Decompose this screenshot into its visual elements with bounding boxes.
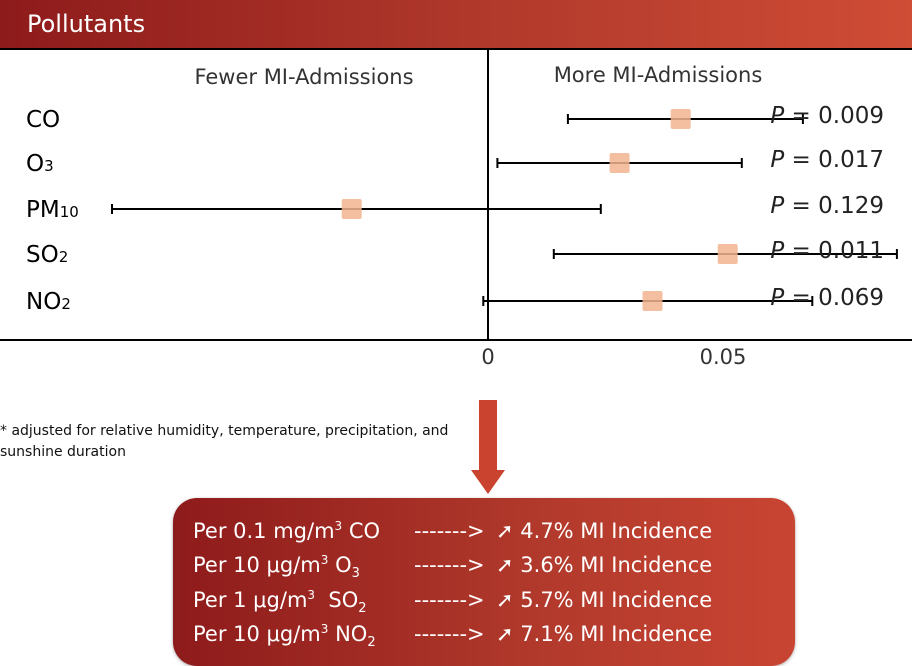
estimate-marker	[341, 199, 362, 219]
summary-row: Per 10 μg/m3 NO2 -------> ➚ 7.1% MI Incide…	[193, 617, 712, 651]
summary-separator: ------->	[414, 588, 485, 612]
estimate-marker	[670, 109, 691, 129]
summary-result: ➚ 7.1% MI Incidence	[496, 622, 713, 646]
row-label: CO	[26, 107, 60, 133]
bottom-divider	[0, 339, 912, 341]
row-label: O3	[26, 151, 54, 177]
summary-separator: ------->	[414, 519, 485, 543]
x-tick-label: 0	[481, 345, 494, 369]
summary-row: Per 10 μg/m3 O3 -------> ➚ 3.6% MI Inciden…	[193, 548, 712, 582]
summary-result: ➚ 4.7% MI Incidence	[496, 519, 713, 543]
summary-box: Per 0.1 mg/m3 CO -------> ➚ 4.7% MI Incide…	[173, 498, 795, 666]
p-value: P = 0.009	[770, 103, 884, 129]
summary-separator: ------->	[414, 622, 485, 646]
estimate-marker	[717, 244, 738, 264]
p-value: P = 0.129	[770, 193, 884, 219]
estimate-marker	[609, 153, 630, 173]
left-direction-label: Fewer MI-Admissions	[194, 65, 413, 89]
title-banner: Pollutants	[0, 0, 912, 48]
row-label: SO2	[26, 242, 68, 268]
summary-unit: Per 1 μg/m3 SO2	[193, 588, 367, 617]
summary-result: ➚ 5.7% MI Incidence	[496, 588, 713, 612]
p-value: P = 0.017	[770, 147, 884, 173]
summary-row: Per 1 μg/m3 SO2 -------> ➚ 5.7% MI Inciden…	[193, 583, 712, 617]
summary-unit: Per 10 μg/m3 O3	[193, 553, 360, 582]
summary-result: ➚ 3.6% MI Incidence	[496, 553, 713, 577]
forest-plot: Fewer MI-Admissions More MI-Admissions CO P…	[26, 50, 898, 369]
summary-row: Per 0.1 mg/m3 CO -------> ➚ 4.7% MI Incide…	[193, 514, 712, 548]
x-tick-label: 0.05	[700, 345, 747, 369]
increase-arrow-icon: ➚	[496, 622, 514, 646]
p-value: P = 0.069	[770, 285, 884, 311]
down-arrow-icon	[471, 400, 505, 494]
page-title: Pollutants	[27, 10, 146, 38]
footnote: * adjusted for relative humidity, temper…	[0, 423, 449, 460]
increase-arrow-icon: ➚	[496, 553, 514, 577]
top-divider	[0, 48, 912, 50]
row-label: NO2	[26, 289, 71, 315]
increase-arrow-icon: ➚	[496, 588, 514, 612]
estimate-marker	[642, 291, 663, 311]
summary-separator: ------->	[414, 553, 485, 577]
summary-unit: Per 10 μg/m3 NO2	[193, 622, 376, 651]
right-direction-label: More MI-Admissions	[554, 63, 763, 87]
row-label: PM10	[26, 197, 79, 223]
summary-unit: Per 0.1 mg/m3 CO	[193, 519, 381, 543]
increase-arrow-icon: ➚	[496, 519, 514, 543]
p-value: P = 0.011	[770, 238, 884, 264]
